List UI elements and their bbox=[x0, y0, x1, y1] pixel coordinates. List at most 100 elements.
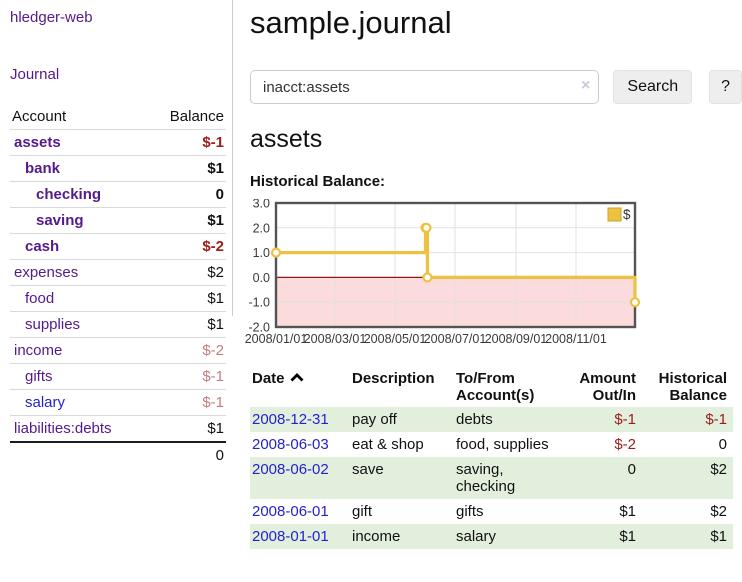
transaction-balance: 0 bbox=[718, 436, 727, 453]
account-link-gifts[interactable]: gifts bbox=[25, 368, 53, 385]
transaction-date-link[interactable]: 2008-06-01 bbox=[252, 503, 329, 520]
transaction-amount: $-1 bbox=[614, 411, 636, 428]
svg-text:2.0: 2.0 bbox=[253, 221, 270, 235]
account-link-assets[interactable]: assets bbox=[14, 134, 61, 151]
accounts-table: Account Balance assets $-1 bank $1 check… bbox=[10, 104, 226, 468]
account-row: supplies $1 bbox=[10, 311, 226, 338]
transaction-balance: $2 bbox=[710, 503, 727, 520]
accounts-header-row: Account Balance bbox=[10, 104, 226, 130]
accounts-header-balance: Balance bbox=[148, 104, 226, 130]
account-row: expenses $2 bbox=[10, 259, 226, 286]
svg-text:-1.0: -1.0 bbox=[248, 296, 270, 310]
search-input[interactable] bbox=[250, 70, 600, 104]
transaction-balance: $-1 bbox=[705, 411, 727, 428]
svg-text:0.0: 0.0 bbox=[253, 271, 270, 285]
account-link-supplies[interactable]: supplies bbox=[25, 316, 81, 333]
transaction-description: gift bbox=[352, 503, 373, 520]
account-link-expenses[interactable]: expenses bbox=[14, 264, 79, 281]
svg-text:-2.0: -2.0 bbox=[248, 321, 270, 335]
accounts-total-row: 0 bbox=[10, 442, 226, 468]
account-link-income[interactable]: income bbox=[14, 342, 63, 359]
accounts-header-account: Account bbox=[10, 104, 149, 130]
account-balance: $-1 bbox=[148, 363, 226, 390]
transaction-accounts: food, supplies bbox=[456, 436, 549, 453]
search-box: × bbox=[250, 70, 600, 104]
transaction-amount: 0 bbox=[627, 461, 636, 478]
column-header-description: Description bbox=[352, 370, 435, 387]
transaction-description: save bbox=[352, 461, 384, 478]
sidebar-divider bbox=[232, 0, 233, 316]
svg-text:$: $ bbox=[623, 207, 631, 222]
transaction-description: eat & shop bbox=[352, 436, 424, 453]
account-row: income $-2 bbox=[10, 337, 226, 364]
transactions-table: Date Description To/From Account(s) Amou… bbox=[250, 367, 733, 549]
account-balance: $1 bbox=[148, 415, 226, 443]
app-title-link[interactable]: hledger-web bbox=[10, 9, 93, 26]
transaction-row[interactable]: 2008-06-01 gift gifts $1 $2 bbox=[250, 499, 733, 524]
chart-container: $3.0 2.0 1.0 0.0 -1.0 -2.0 2008/01/01 2008/03/0… bbox=[238, 197, 742, 356]
sort-ascending-icon bbox=[290, 373, 304, 382]
search-button[interactable]: Search bbox=[613, 70, 693, 104]
svg-text:2008/11/01: 2008/11/01 bbox=[545, 332, 607, 346]
transaction-row[interactable]: 2008-01-01 income salary $1 $1 bbox=[250, 524, 733, 549]
transaction-accounts: gifts bbox=[456, 503, 484, 520]
transaction-accounts: debts bbox=[456, 411, 493, 428]
transaction-date-link[interactable]: 2008-12-31 bbox=[252, 411, 329, 428]
column-header-accounts: To/From Account(s) bbox=[456, 370, 535, 404]
transaction-amount: $1 bbox=[619, 503, 636, 520]
transaction-description: pay off bbox=[352, 411, 397, 428]
transaction-accounts: saving, checking bbox=[456, 461, 516, 495]
transaction-row[interactable]: 2008-06-02 save saving, checking 0 $2 bbox=[250, 457, 733, 499]
main-content: sample.journal × Search ? assets Histori… bbox=[245, 0, 742, 549]
clear-search-icon[interactable]: × bbox=[581, 77, 591, 94]
account-balance: $-1 bbox=[148, 389, 226, 416]
svg-text:3.0: 3.0 bbox=[253, 199, 270, 211]
account-row: assets $-1 bbox=[10, 129, 226, 156]
svg-text:2008/01/01: 2008/01/01 bbox=[245, 332, 308, 346]
svg-text:2008/05/01: 2008/05/01 bbox=[364, 332, 427, 346]
page-title: sample.journal bbox=[250, 5, 452, 40]
sidebar-item-journal[interactable]: Journal bbox=[10, 66, 60, 83]
account-balance: $-2 bbox=[148, 337, 226, 364]
account-row: bank $1 bbox=[10, 155, 226, 182]
search-form: × Search ? bbox=[250, 70, 742, 104]
account-balance: $-1 bbox=[148, 129, 226, 156]
transaction-row[interactable]: 2008-12-31 pay off debts $-1 $-1 bbox=[250, 407, 733, 432]
svg-text:1.0: 1.0 bbox=[253, 246, 270, 260]
account-link-cash[interactable]: cash bbox=[25, 238, 60, 255]
historical-balance-chart: $3.0 2.0 1.0 0.0 -1.0 -2.02008/01/012008/03/0… bbox=[245, 197, 641, 346]
account-balance: $-2 bbox=[148, 233, 226, 260]
account-link-checking[interactable]: checking bbox=[36, 186, 102, 203]
account-row: liabilities:debts $1 bbox=[10, 415, 226, 443]
account-link-saving[interactable]: saving bbox=[36, 212, 84, 229]
account-heading: assets bbox=[250, 125, 323, 153]
chart-title: Historical Balance: bbox=[250, 173, 386, 190]
transaction-description: income bbox=[352, 528, 401, 545]
account-row: salary $-1 bbox=[10, 389, 226, 416]
transaction-date-link[interactable]: 2008-06-03 bbox=[252, 436, 329, 453]
account-row: saving $1 bbox=[10, 207, 226, 234]
account-balance: $1 bbox=[148, 207, 226, 234]
sidebar: hledger-web Journal Account Balance asse… bbox=[0, 0, 232, 468]
account-row: checking 0 bbox=[10, 181, 226, 208]
account-balance: $1 bbox=[148, 285, 226, 312]
account-link-liabilities-debts[interactable]: liabilities:debts bbox=[14, 420, 112, 437]
account-link-bank[interactable]: bank bbox=[25, 160, 61, 177]
svg-text:2008/03/01: 2008/03/01 bbox=[304, 332, 367, 346]
accounts-total-value: 0 bbox=[215, 447, 224, 464]
transaction-date-link[interactable]: 2008-01-01 bbox=[252, 528, 329, 545]
svg-text:2008/09/01: 2008/09/01 bbox=[485, 332, 548, 346]
column-header-amount: Amount Out/In bbox=[579, 370, 636, 404]
transaction-date-link[interactable]: 2008-06-02 bbox=[252, 461, 329, 478]
transaction-row[interactable]: 2008-06-03 eat & shop food, supplies $-2… bbox=[250, 432, 733, 457]
transaction-amount: $1 bbox=[619, 528, 636, 545]
column-header-date[interactable]: Date bbox=[250, 367, 346, 407]
account-link-food[interactable]: food bbox=[25, 290, 55, 307]
account-row: gifts $-1 bbox=[10, 363, 226, 390]
account-balance: $2 bbox=[148, 259, 226, 286]
transaction-balance: $1 bbox=[710, 528, 727, 545]
search-help-button[interactable]: ? bbox=[709, 70, 742, 104]
account-link-salary[interactable]: salary bbox=[25, 394, 66, 411]
account-row: cash $-2 bbox=[10, 233, 226, 260]
transactions-header-row: Date Description To/From Account(s) Amou… bbox=[250, 367, 733, 407]
